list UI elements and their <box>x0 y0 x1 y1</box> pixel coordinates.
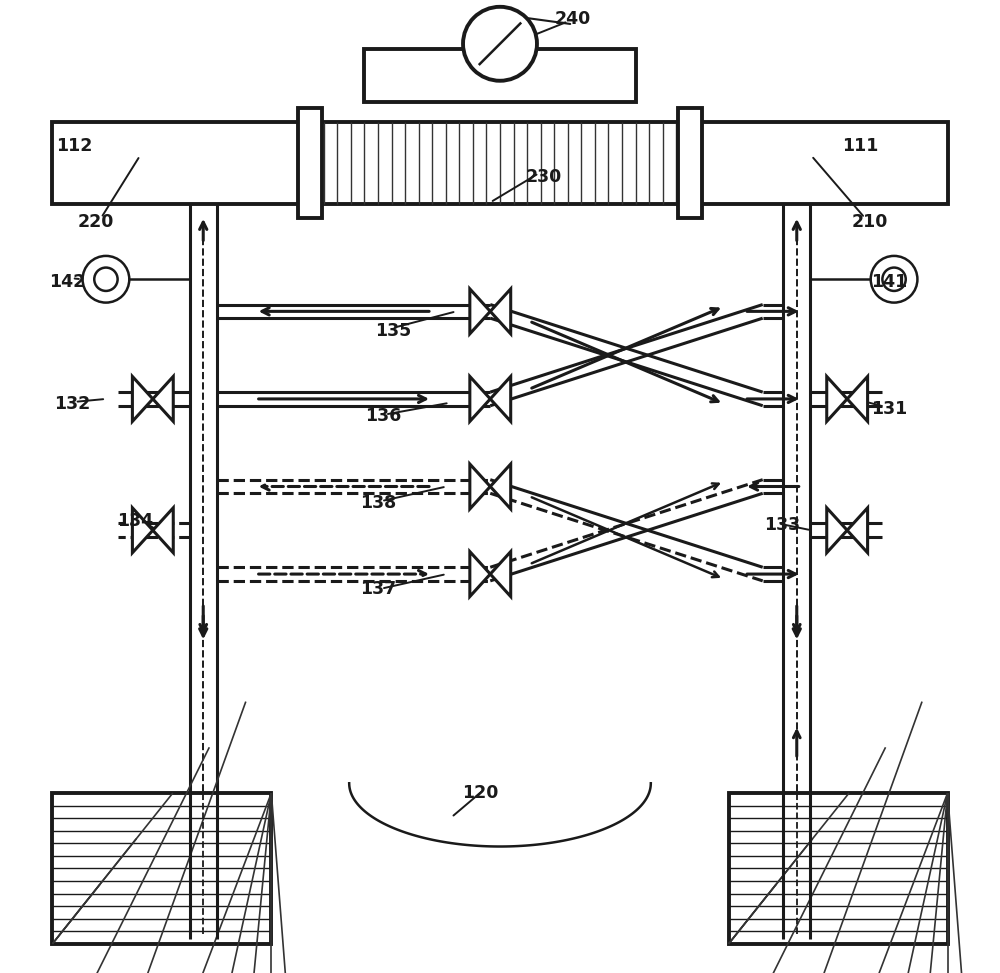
Text: 111: 111 <box>842 137 878 155</box>
Polygon shape <box>470 552 490 596</box>
Polygon shape <box>132 377 153 421</box>
Text: 134: 134 <box>117 512 153 529</box>
Text: 230: 230 <box>526 168 562 186</box>
Text: 138: 138 <box>360 494 396 512</box>
Text: 131: 131 <box>871 400 907 417</box>
Text: 142: 142 <box>49 273 85 291</box>
Bar <box>678 108 702 218</box>
Polygon shape <box>132 508 153 553</box>
Bar <box>690 122 948 204</box>
Polygon shape <box>490 377 511 421</box>
Polygon shape <box>827 508 847 553</box>
Bar <box>298 108 322 218</box>
Circle shape <box>882 268 906 291</box>
Polygon shape <box>470 289 490 334</box>
Polygon shape <box>490 289 511 334</box>
Polygon shape <box>153 377 173 421</box>
Text: 220: 220 <box>78 213 114 231</box>
Text: 210: 210 <box>852 213 888 231</box>
Circle shape <box>94 268 118 291</box>
Text: 132: 132 <box>54 395 90 413</box>
Text: 135: 135 <box>375 322 411 340</box>
Text: 141: 141 <box>871 273 907 291</box>
Polygon shape <box>490 464 511 509</box>
Polygon shape <box>153 508 173 553</box>
Polygon shape <box>470 377 490 421</box>
Text: 112: 112 <box>56 137 92 155</box>
Polygon shape <box>847 377 868 421</box>
Text: 133: 133 <box>764 517 800 534</box>
Polygon shape <box>847 508 868 553</box>
Polygon shape <box>470 464 490 509</box>
Bar <box>52 793 271 944</box>
Text: 240: 240 <box>555 11 591 28</box>
Polygon shape <box>490 552 511 596</box>
Text: 120: 120 <box>462 784 499 802</box>
Bar <box>364 49 636 102</box>
Circle shape <box>83 256 129 303</box>
Polygon shape <box>827 377 847 421</box>
Text: 136: 136 <box>365 408 401 425</box>
Circle shape <box>871 256 917 303</box>
Bar <box>310 122 690 204</box>
Bar <box>729 793 948 944</box>
Bar <box>52 122 310 204</box>
Circle shape <box>463 7 537 81</box>
Text: 137: 137 <box>360 580 396 597</box>
